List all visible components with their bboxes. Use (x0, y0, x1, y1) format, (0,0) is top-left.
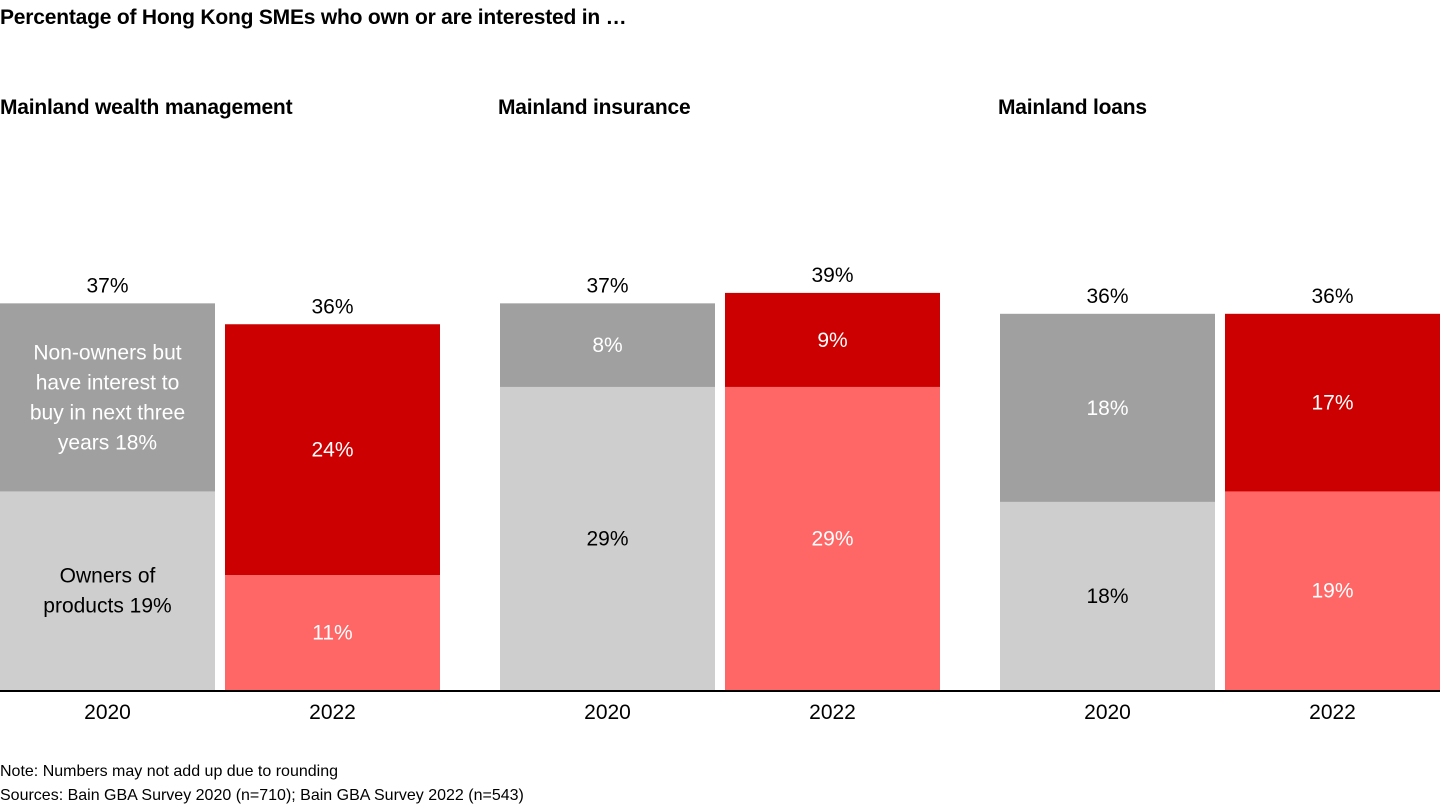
data-label-owners: 19% (1311, 580, 1353, 603)
total-label: 36% (311, 295, 353, 318)
panel-title-insurance: Mainland insurance (498, 96, 691, 119)
data-label-interest: 9% (817, 329, 847, 352)
footnote-note: Note: Numbers may not add up due to roun… (0, 763, 338, 780)
data-label-owners: Owners of products 19% (43, 565, 171, 618)
bar-segment-interest-2022 (225, 324, 440, 576)
total-label: 36% (1086, 285, 1128, 308)
total-label: 37% (586, 274, 628, 297)
bar-segment-owners-2022 (1225, 491, 1440, 690)
bar-segment-owners-2020 (1000, 501, 1215, 690)
x-tick-label: 2020 (84, 701, 131, 724)
bar-segment-owners-2020 (0, 491, 215, 690)
panel-title-loans: Mainland loans (998, 96, 1147, 119)
x-tick-label: 2020 (584, 701, 631, 724)
x-tick-label: 2022 (309, 701, 356, 724)
data-label-interest: 18% (1086, 397, 1128, 420)
bar-segment-interest-2022 (725, 292, 940, 387)
total-label: 36% (1311, 285, 1353, 308)
bar-segment-owners-2020 (500, 386, 715, 690)
bar-segment-interest-2020 (500, 303, 715, 387)
data-label-interest: 24% (311, 439, 353, 462)
bar-segment-owners-2022 (725, 386, 940, 690)
x-tick-label: 2020 (1084, 701, 1131, 724)
chart-title: Percentage of Hong Kong SMEs who own or … (0, 6, 627, 29)
x-tick-label: 2022 (809, 701, 856, 724)
x-tick-label: 2022 (1309, 701, 1356, 724)
total-label: 37% (86, 274, 128, 297)
footnote-sources: Sources: Bain GBA Survey 2020 (n=710); B… (0, 787, 524, 804)
data-label-owners: 29% (586, 527, 628, 550)
panel-title-wealth-management: Mainland wealth management (0, 96, 293, 119)
data-label-owners: 18% (1086, 585, 1128, 608)
data-label-interest: 17% (1311, 392, 1353, 415)
bar-segment-owners-2022 (225, 575, 440, 690)
bar-segment-interest-2020 (1000, 313, 1215, 502)
data-label-interest: 8% (592, 334, 622, 357)
bar-segment-interest-2020 (0, 303, 215, 492)
data-label-owners: 29% (811, 527, 853, 550)
data-label-owners: 11% (312, 622, 352, 645)
total-label: 39% (811, 264, 853, 287)
bar-segment-interest-2022 (1225, 313, 1440, 492)
data-label-interest: Non-owners but have interest to buy in nex… (30, 341, 185, 454)
